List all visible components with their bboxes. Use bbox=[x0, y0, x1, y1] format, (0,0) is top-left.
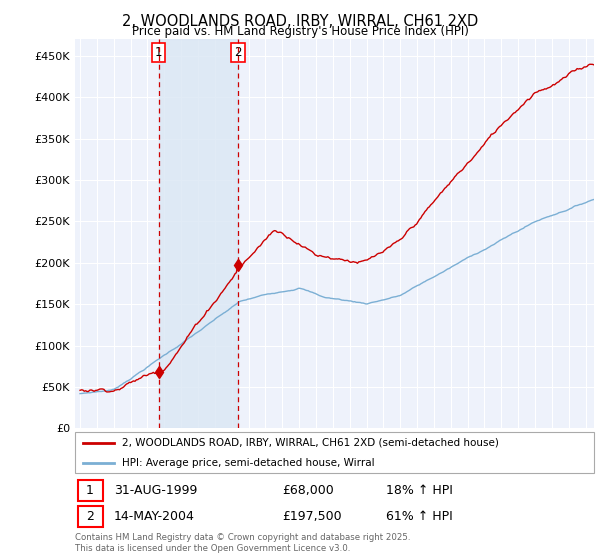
Text: HPI: Average price, semi-detached house, Wirral: HPI: Average price, semi-detached house,… bbox=[122, 458, 374, 468]
FancyBboxPatch shape bbox=[77, 506, 103, 526]
Text: 2: 2 bbox=[86, 510, 94, 522]
Text: 14-MAY-2004: 14-MAY-2004 bbox=[114, 510, 195, 522]
Bar bbox=[158, 39, 238, 428]
Text: 2, WOODLANDS ROAD, IRBY, WIRRAL, CH61 2XD: 2, WOODLANDS ROAD, IRBY, WIRRAL, CH61 2X… bbox=[122, 14, 478, 29]
Text: £68,000: £68,000 bbox=[283, 484, 334, 497]
Text: 1: 1 bbox=[155, 46, 163, 59]
Text: 1: 1 bbox=[86, 484, 94, 497]
FancyBboxPatch shape bbox=[77, 480, 103, 501]
Text: 31-AUG-1999: 31-AUG-1999 bbox=[114, 484, 197, 497]
Text: 61% ↑ HPI: 61% ↑ HPI bbox=[386, 510, 453, 522]
Text: 2, WOODLANDS ROAD, IRBY, WIRRAL, CH61 2XD (semi-detached house): 2, WOODLANDS ROAD, IRBY, WIRRAL, CH61 2X… bbox=[122, 437, 499, 447]
Text: 18% ↑ HPI: 18% ↑ HPI bbox=[386, 484, 453, 497]
Text: 2: 2 bbox=[234, 46, 242, 59]
FancyBboxPatch shape bbox=[75, 432, 594, 473]
Text: Contains HM Land Registry data © Crown copyright and database right 2025.
This d: Contains HM Land Registry data © Crown c… bbox=[75, 533, 410, 553]
Text: Price paid vs. HM Land Registry's House Price Index (HPI): Price paid vs. HM Land Registry's House … bbox=[131, 25, 469, 38]
Text: £197,500: £197,500 bbox=[283, 510, 342, 522]
